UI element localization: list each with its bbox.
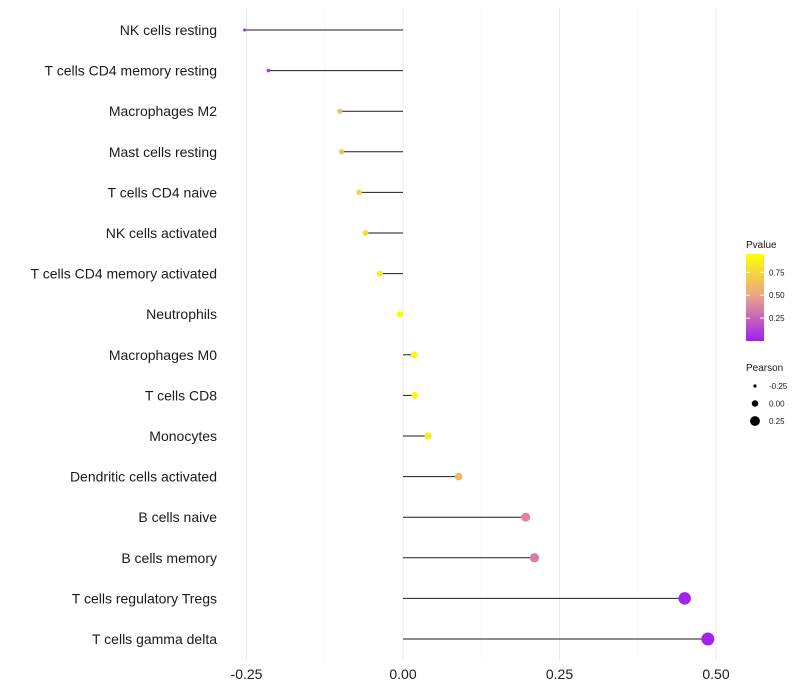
lollipop-point xyxy=(376,270,383,277)
category-label: T cells CD8 xyxy=(145,387,217,403)
category-label: NK cells resting xyxy=(120,22,217,38)
pvalue-legend: Pvalue 0.25 0.50 0.75 xyxy=(746,240,785,341)
category-labels: NK cells resting T cells CD4 memory resti… xyxy=(31,22,218,647)
pearson-size-key xyxy=(750,416,760,426)
category-label: T cells regulatory Tregs xyxy=(72,590,217,606)
lollipop-point xyxy=(362,230,369,236)
lollipop-point xyxy=(266,68,271,73)
lollipop-points xyxy=(243,28,715,646)
lollipop-point xyxy=(243,28,247,32)
lollipop-point xyxy=(701,632,715,646)
colorbar-tick-label: 0.75 xyxy=(769,268,785,277)
pvalue-colorbar-ticks: 0.25 0.50 0.75 xyxy=(746,268,785,323)
lollipop-point xyxy=(410,351,418,359)
category-label: T cells CD4 naive xyxy=(108,184,218,200)
category-label: Neutrophils xyxy=(146,306,217,322)
lollipop-point xyxy=(454,472,463,481)
colorbar-tick-label: 0.50 xyxy=(769,291,785,300)
pearson-size-key xyxy=(751,400,759,407)
pvalue-colorbar xyxy=(746,254,764,341)
category-label: Mast cells resting xyxy=(109,144,217,160)
category-label: T cells gamma delta xyxy=(92,631,217,647)
lollipop-point xyxy=(529,553,540,563)
lollipop-point xyxy=(356,189,362,196)
pearson-size-label: 0.00 xyxy=(769,400,785,409)
x-tick-label: 0.50 xyxy=(702,666,729,682)
pearson-size-label: 0.25 xyxy=(769,417,785,426)
category-label: B cells naive xyxy=(138,509,217,525)
x-tick-label: 0.25 xyxy=(546,666,573,682)
category-label: Monocytes xyxy=(149,428,217,444)
category-label: Macrophages M0 xyxy=(109,347,217,363)
lollipop-point xyxy=(521,512,531,522)
x-tick-label: -0.25 xyxy=(231,666,263,682)
category-label: NK cells activated xyxy=(106,225,217,241)
pearson-legend-title: Pearson xyxy=(746,363,783,374)
lollipop-point xyxy=(337,108,343,114)
lollipop-stems xyxy=(244,29,708,640)
x-axis-tick-labels: -0.25 0.00 0.25 0.50 xyxy=(231,666,730,682)
category-label: Macrophages M2 xyxy=(109,103,217,119)
x-tick-label: 0.00 xyxy=(389,666,416,682)
pearson-size-label: -0.25 xyxy=(769,382,788,391)
lollipop-point xyxy=(396,311,404,318)
category-label: B cells memory xyxy=(121,550,217,566)
category-label: T cells CD4 memory resting xyxy=(45,63,217,79)
category-label: T cells CD4 memory activated xyxy=(31,266,217,282)
pearson-size-key xyxy=(753,384,757,388)
colorbar-tick-label: 0.25 xyxy=(769,314,785,323)
pearson-legend: Pearson -0.25 0.00 0.25 xyxy=(746,363,788,426)
category-label: Dendritic cells activated xyxy=(70,469,217,485)
pvalue-legend-title: Pvalue xyxy=(746,240,777,251)
pearson-size-keys: -0.25 0.00 0.25 xyxy=(750,382,788,426)
lollipop-point xyxy=(424,432,432,440)
lollipop-point xyxy=(339,149,345,155)
grid-lines xyxy=(246,8,717,660)
lollipop-point xyxy=(678,592,691,605)
lollipop-point xyxy=(411,392,419,399)
